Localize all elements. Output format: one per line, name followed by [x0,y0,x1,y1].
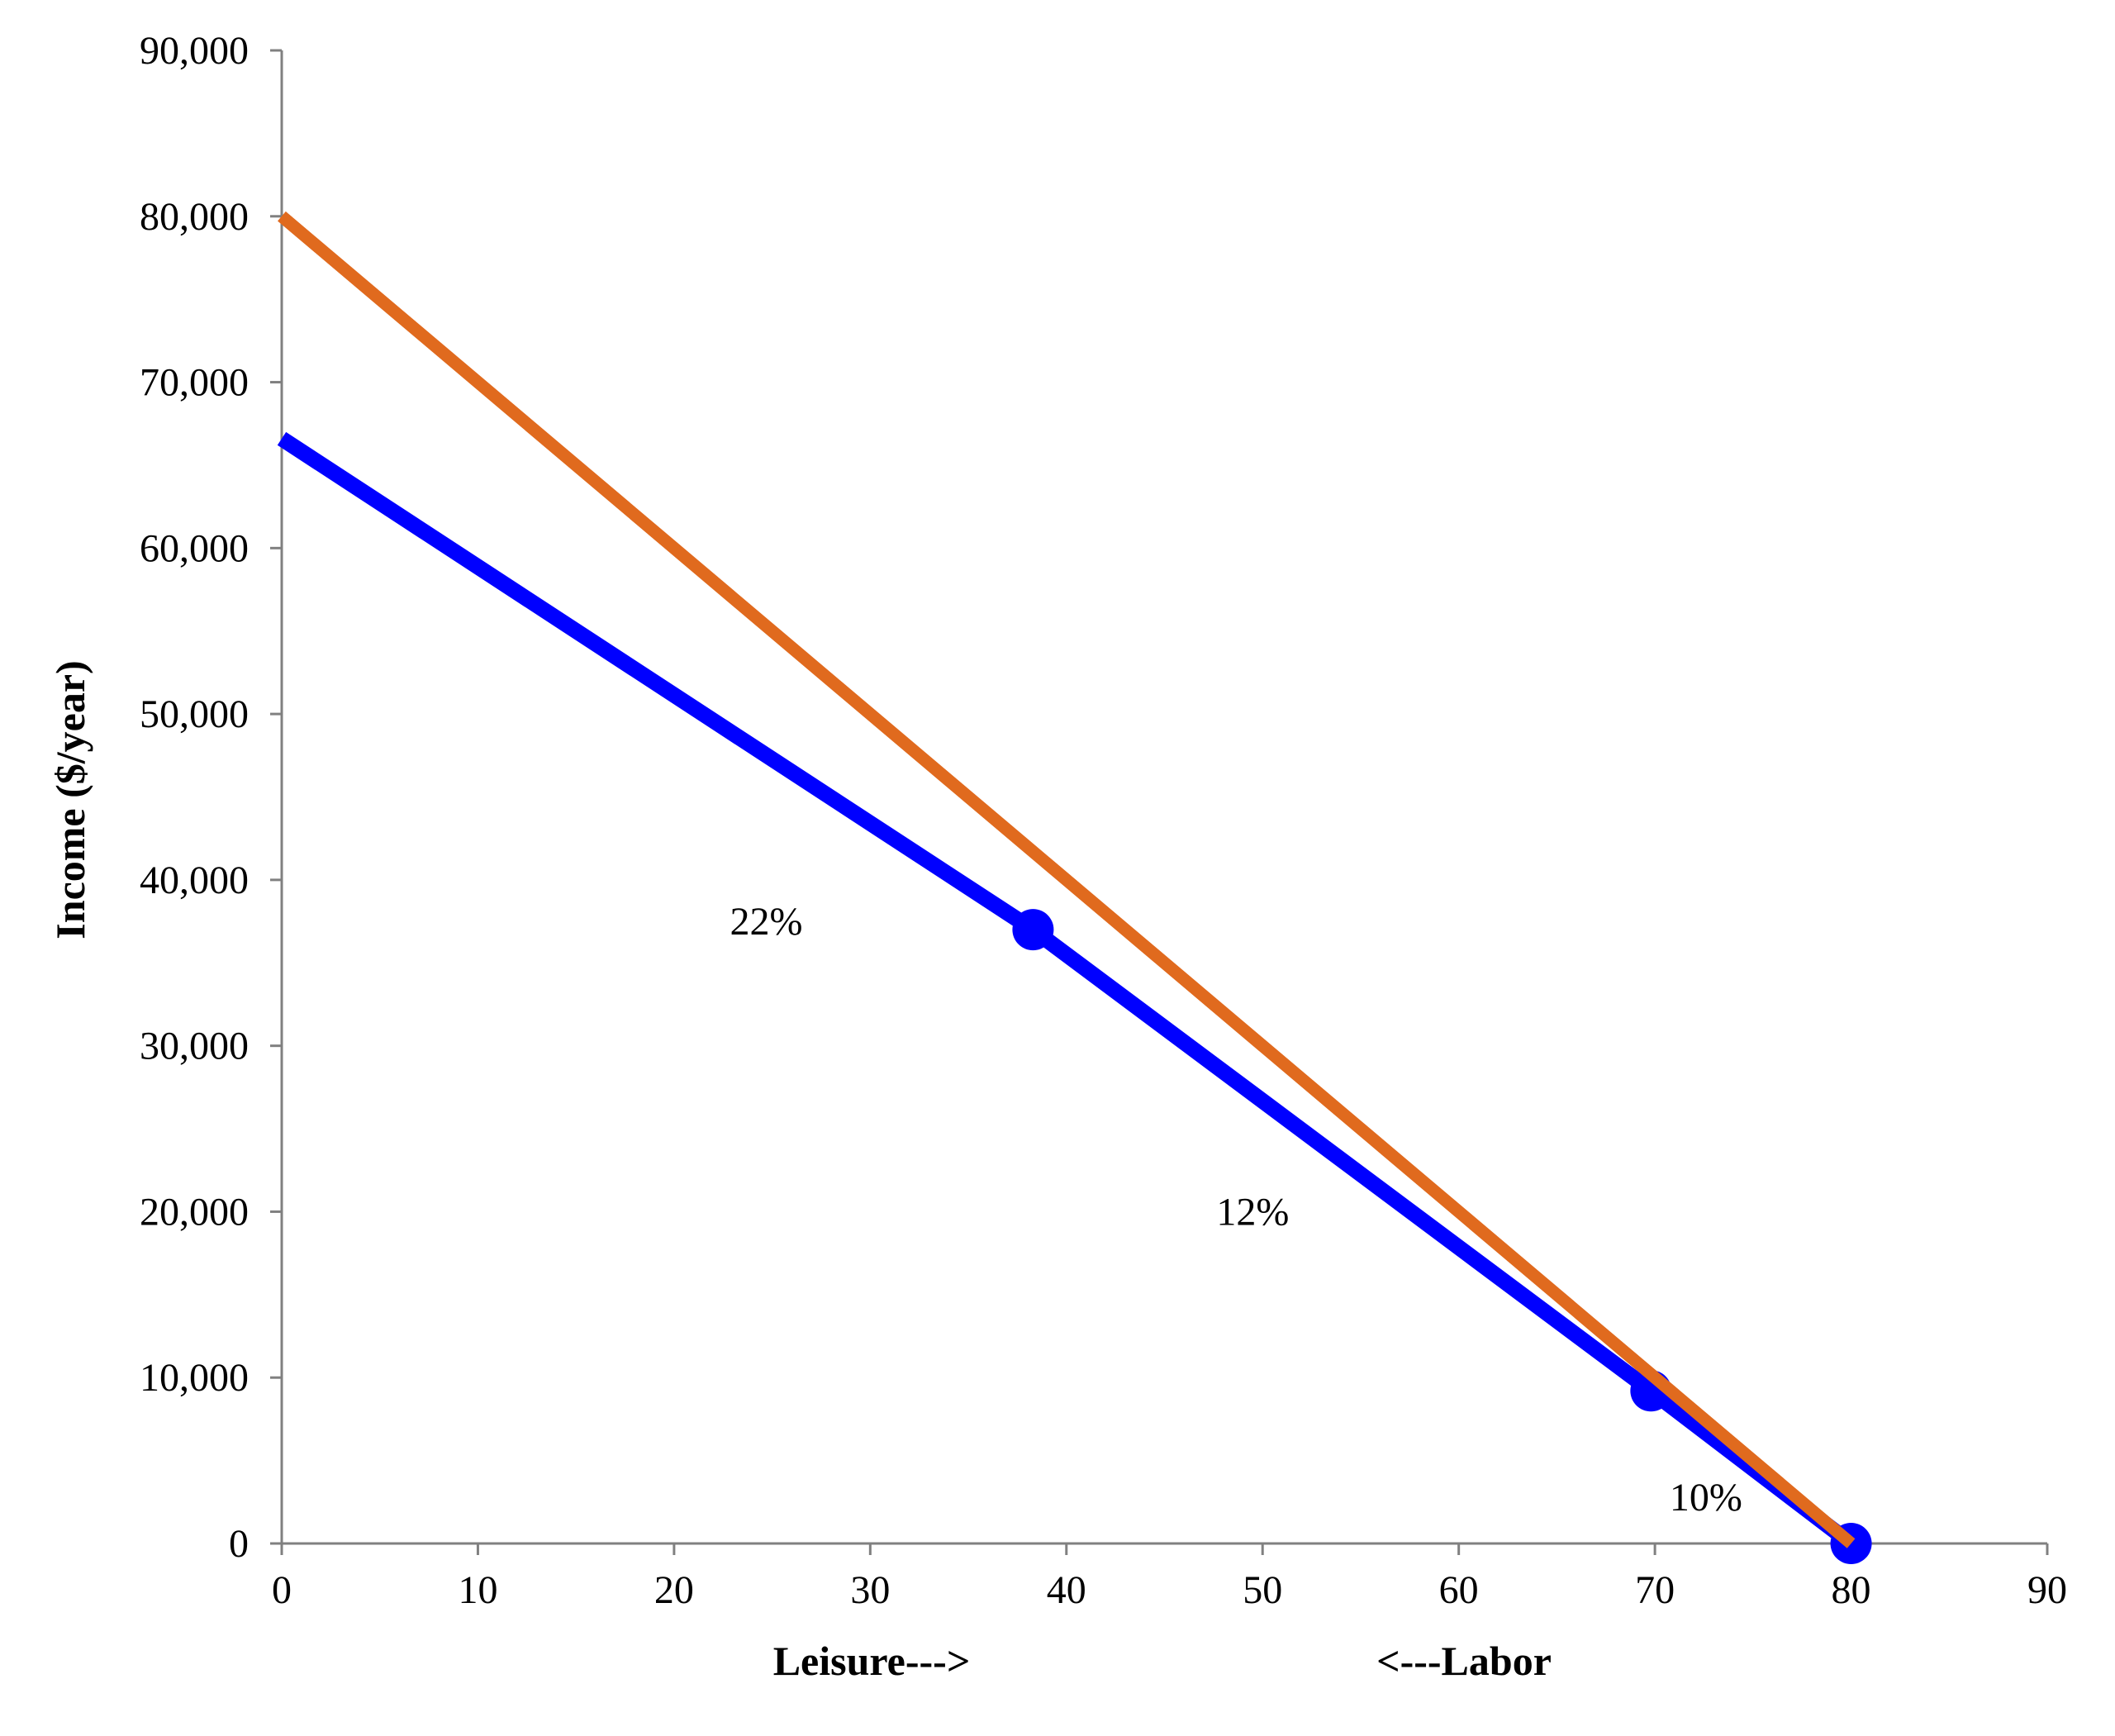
series-line-2 [277,431,1856,1550]
rate-annotation: 22% [730,900,802,944]
x-tick-label: 30 [850,1568,890,1612]
annotations: 22% 12% 10% [730,900,1742,1520]
x-tick-label: 70 [1635,1568,1675,1612]
y-tick-label: 40,000 [140,858,249,902]
x-axis-title-leisure: Leisure---> [773,1638,971,1684]
axes: 0 10,000 20,000 30,000 40,000 50,000 60,000 70,… [140,29,2067,1612]
y-tick-label: 0 [229,1522,249,1566]
x-tick-label: 50 [1243,1568,1282,1612]
x-tick-label: 40 [1047,1568,1086,1612]
series-point [1012,909,1054,951]
x-axis-title-labor: <---Labor [1376,1638,1552,1684]
x-tick-label: 60 [1439,1568,1479,1612]
y-tick-label: 10,000 [140,1356,249,1400]
x-tick-label: 20 [654,1568,694,1612]
y-tick-label: 90,000 [140,29,249,73]
rate-annotation: 12% [1216,1190,1289,1234]
x-tick-label: 90 [2027,1568,2067,1612]
y-tick-label: 30,000 [140,1025,249,1068]
y-tick-label: 60,000 [140,526,249,570]
rate-annotation: 10% [1670,1476,1742,1520]
series-line-1-overlay [278,212,1856,1548]
y-axis-title: Income ($/year) [47,660,93,939]
x-tick-label: 0 [272,1568,292,1612]
y-tick-label: 50,000 [140,692,249,736]
y-tick-label: 70,000 [140,361,249,405]
y-tick-label: 20,000 [140,1190,249,1234]
x-tick-label: 10 [458,1568,497,1612]
y-tick-label: 80,000 [140,195,249,239]
x-tick-label: 80 [1832,1568,1871,1612]
